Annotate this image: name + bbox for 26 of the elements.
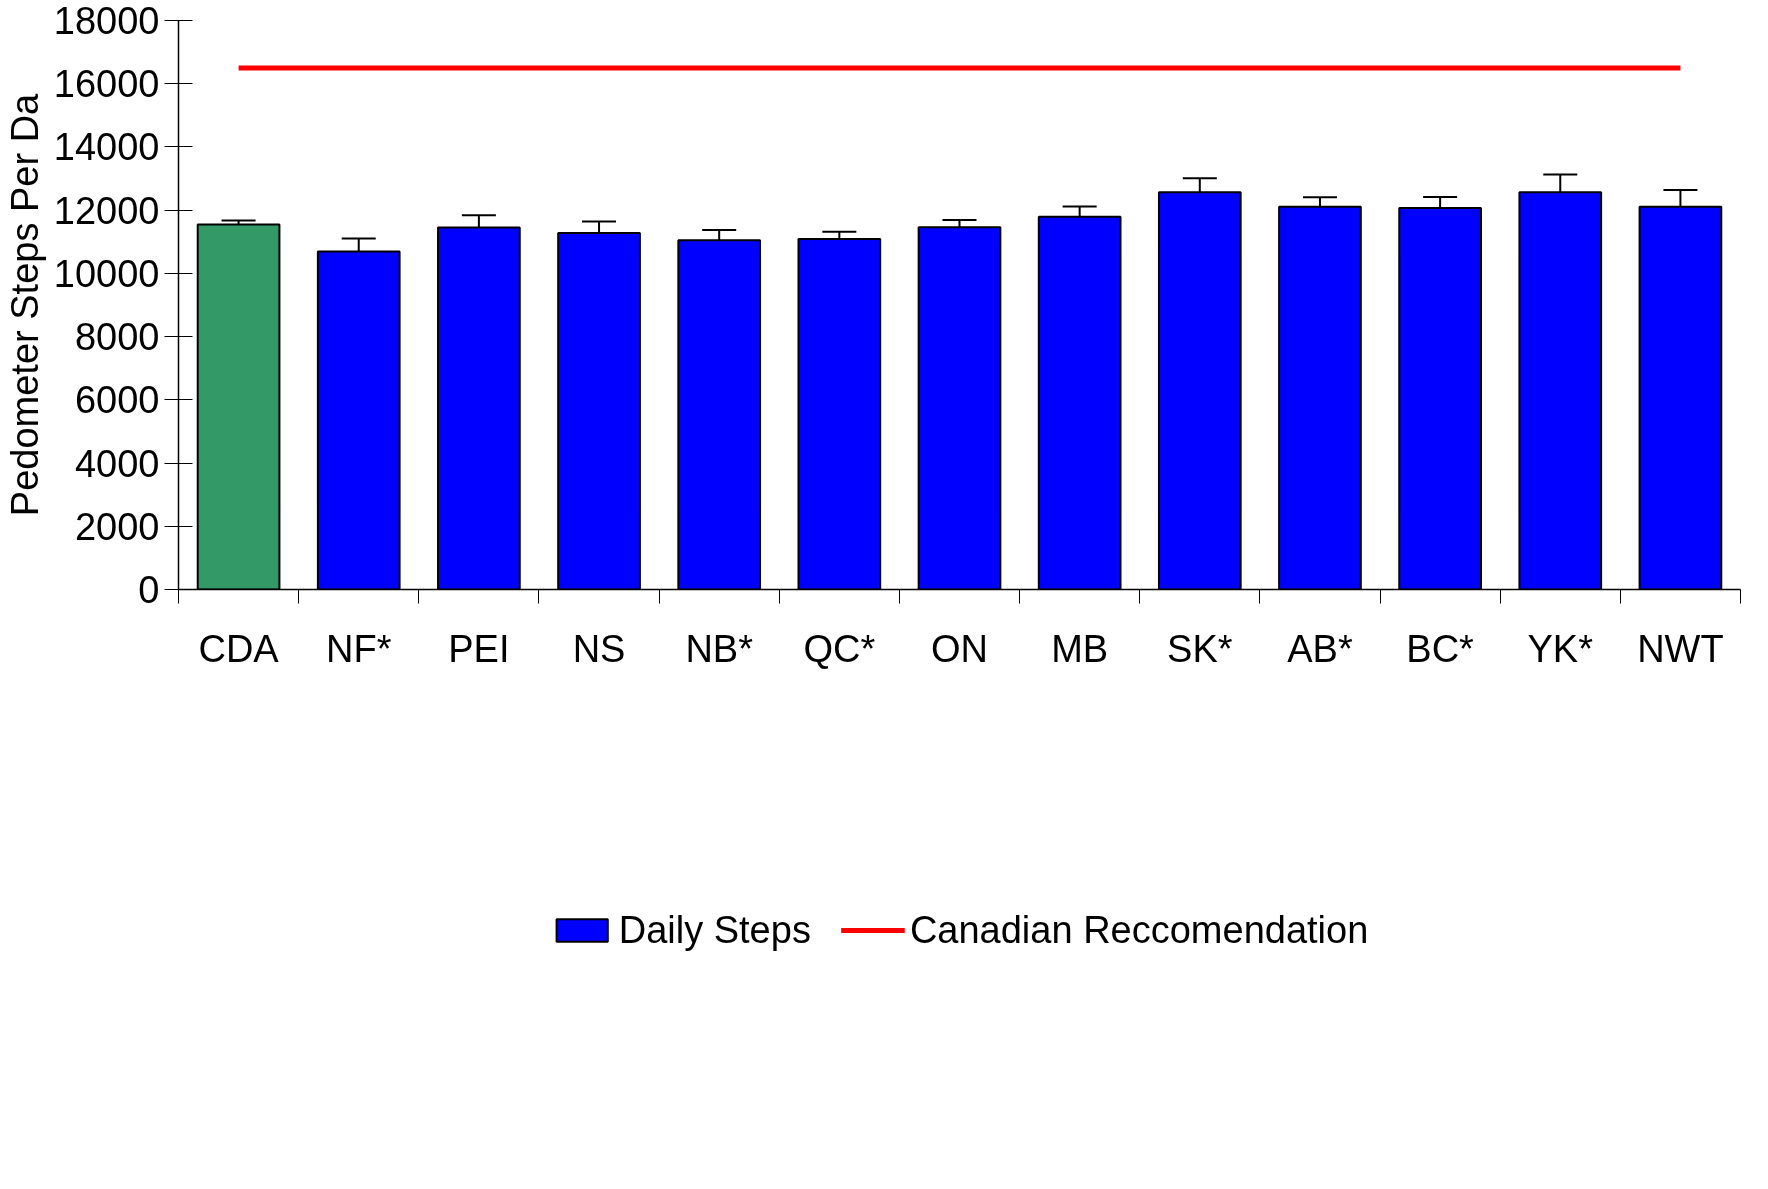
y-tick-label: 10000 xyxy=(53,252,160,295)
y-tick-label: 4000 xyxy=(74,442,160,485)
x-tick-label: QC* xyxy=(803,627,876,670)
x-tick-label: AB* xyxy=(1287,627,1353,670)
x-tick-label: NF* xyxy=(326,627,392,670)
y-tick-label: 6000 xyxy=(74,379,160,422)
legend-label: Daily Steps xyxy=(618,908,811,952)
x-tick-label: NB* xyxy=(685,627,754,670)
y-tick-label: 0 xyxy=(138,569,160,611)
x-tick-label: BC* xyxy=(1406,627,1475,670)
y-tick-label: 8000 xyxy=(74,316,160,359)
x-tick-label: CDA xyxy=(198,627,280,670)
x-tick-label: PEI xyxy=(448,627,510,670)
y-tick-label: 14000 xyxy=(53,126,160,169)
y-tick-label: 18000 xyxy=(53,0,160,42)
x-tick-label: ON xyxy=(931,627,988,670)
y-tick-label: 2000 xyxy=(74,505,160,548)
x-tick-label: NWT xyxy=(1637,627,1724,670)
x-tick-label: MB xyxy=(1051,627,1109,670)
y-tick-label: 12000 xyxy=(53,189,160,232)
x-tick-label: SK* xyxy=(1167,627,1233,670)
legend-label: Canadian Reccomendation xyxy=(909,908,1369,952)
x-tick-label: YK* xyxy=(1527,627,1594,670)
y-tick-label: 16000 xyxy=(53,63,160,106)
x-tick-label: NS xyxy=(572,627,626,670)
y-axis-title: Pedometer Steps Per Da xyxy=(3,92,46,517)
